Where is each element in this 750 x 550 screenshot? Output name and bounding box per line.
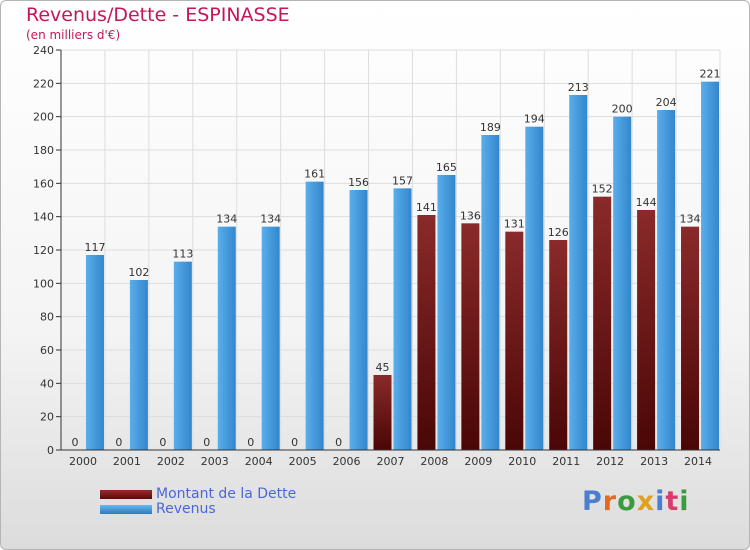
bar-dette [373, 375, 392, 450]
y-tick-label: 0 [47, 444, 54, 457]
legend-label-revenus: Revenus [156, 501, 216, 517]
bar-revenus [393, 188, 412, 451]
bar-revenus [657, 110, 676, 450]
bar-dette [417, 215, 436, 450]
bar-dette [549, 240, 568, 450]
bar-revenus [305, 181, 324, 450]
y-tick-label: 80 [40, 311, 54, 324]
legend-swatch-revenus [100, 505, 152, 514]
x-tick-label: 2012 [596, 455, 624, 468]
x-tick-label: 2010 [508, 455, 536, 468]
data-label-revenus: 165 [436, 161, 457, 174]
y-tick-label: 240 [33, 44, 54, 57]
y-tick-label: 200 [33, 111, 54, 124]
bar-revenus [481, 135, 500, 450]
data-label-revenus: 161 [304, 168, 325, 181]
data-label-dette: 134 [680, 213, 701, 226]
data-label-revenus: 189 [480, 121, 501, 134]
x-tick-label: 2007 [377, 455, 405, 468]
y-tick-label: 40 [40, 377, 54, 390]
x-tick-label: 2013 [640, 455, 668, 468]
data-label-revenus: 156 [348, 176, 369, 189]
data-label-revenus: 221 [700, 68, 721, 81]
x-tick-label: 2005 [289, 455, 317, 468]
legend-swatch-dette [100, 490, 152, 499]
data-label-dette: 45 [376, 361, 390, 374]
y-tick-label: 20 [40, 411, 54, 424]
bar-revenus [349, 190, 368, 450]
chart-subtitle: (en milliers d'€) [26, 28, 121, 42]
data-label-dette: 0 [71, 436, 78, 449]
bar-dette [681, 226, 700, 450]
bar-revenus [261, 226, 280, 450]
bar-dette [637, 210, 656, 450]
x-tick-label: 2009 [464, 455, 492, 468]
data-label-dette: 141 [416, 201, 437, 214]
x-tick-label: 2003 [201, 455, 229, 468]
data-label-dette: 152 [592, 183, 613, 196]
x-tick-label: 2001 [113, 455, 141, 468]
bar-revenus [85, 255, 104, 450]
proxiti-logo: Proxiti [582, 486, 690, 517]
data-label-dette: 144 [636, 196, 657, 209]
bar-dette [505, 231, 524, 450]
x-tick-label: 2000 [69, 455, 97, 468]
bar-dette [461, 223, 480, 450]
y-tick-label: 60 [40, 344, 54, 357]
data-label-revenus: 200 [612, 103, 633, 116]
y-tick-label: 100 [33, 277, 54, 290]
x-tick-label: 2002 [157, 455, 185, 468]
data-label-dette: 0 [291, 436, 298, 449]
x-tick-label: 2014 [684, 455, 712, 468]
logo-letter: P [582, 486, 603, 517]
logo-letter: i [679, 486, 690, 517]
data-label-dette: 131 [504, 218, 525, 231]
y-tick-label: 180 [33, 144, 54, 157]
data-label-revenus: 134 [216, 213, 237, 226]
data-label-dette: 0 [247, 436, 254, 449]
logo-letter: o [617, 486, 637, 517]
data-label-revenus: 204 [656, 96, 677, 109]
data-label-dette: 0 [159, 436, 166, 449]
data-label-revenus: 102 [128, 266, 149, 279]
bar-revenus [129, 280, 148, 450]
data-label-revenus: 157 [392, 174, 413, 187]
data-label-dette: 0 [115, 436, 122, 449]
data-label-dette: 0 [335, 436, 342, 449]
data-label-revenus: 117 [84, 241, 105, 254]
data-label-revenus: 113 [172, 248, 193, 261]
bar-revenus [613, 116, 632, 451]
data-label-dette: 136 [460, 209, 481, 222]
chart-title: Revenus/Dette - ESPINASSE [26, 4, 290, 26]
y-tick-label: 120 [33, 244, 54, 257]
x-tick-label: 2011 [552, 455, 580, 468]
logo-letter: t [665, 486, 680, 517]
bar-revenus [525, 126, 544, 451]
x-tick-label: 2008 [420, 455, 448, 468]
y-tick-label: 140 [33, 211, 54, 224]
y-tick-label: 160 [33, 177, 54, 190]
logo-letter: x [636, 486, 656, 517]
data-label-revenus: 213 [568, 81, 589, 94]
logo-letter: i [655, 486, 666, 517]
bar-dette [593, 196, 612, 450]
bar-revenus [569, 95, 588, 450]
bar-revenus [701, 81, 720, 451]
y-tick-label: 220 [33, 77, 54, 90]
legend-label-dette: Montant de la Dette [156, 486, 297, 502]
data-label-dette: 0 [203, 436, 210, 449]
x-tick-label: 2004 [245, 455, 273, 468]
bar-revenus [217, 226, 236, 450]
logo-letter: r [602, 486, 618, 517]
data-label-revenus: 194 [524, 113, 545, 126]
bar-revenus [173, 261, 192, 450]
bar-revenus [437, 175, 456, 450]
data-label-revenus: 134 [260, 213, 281, 226]
data-label-dette: 126 [548, 226, 569, 239]
x-tick-label: 2006 [333, 455, 361, 468]
